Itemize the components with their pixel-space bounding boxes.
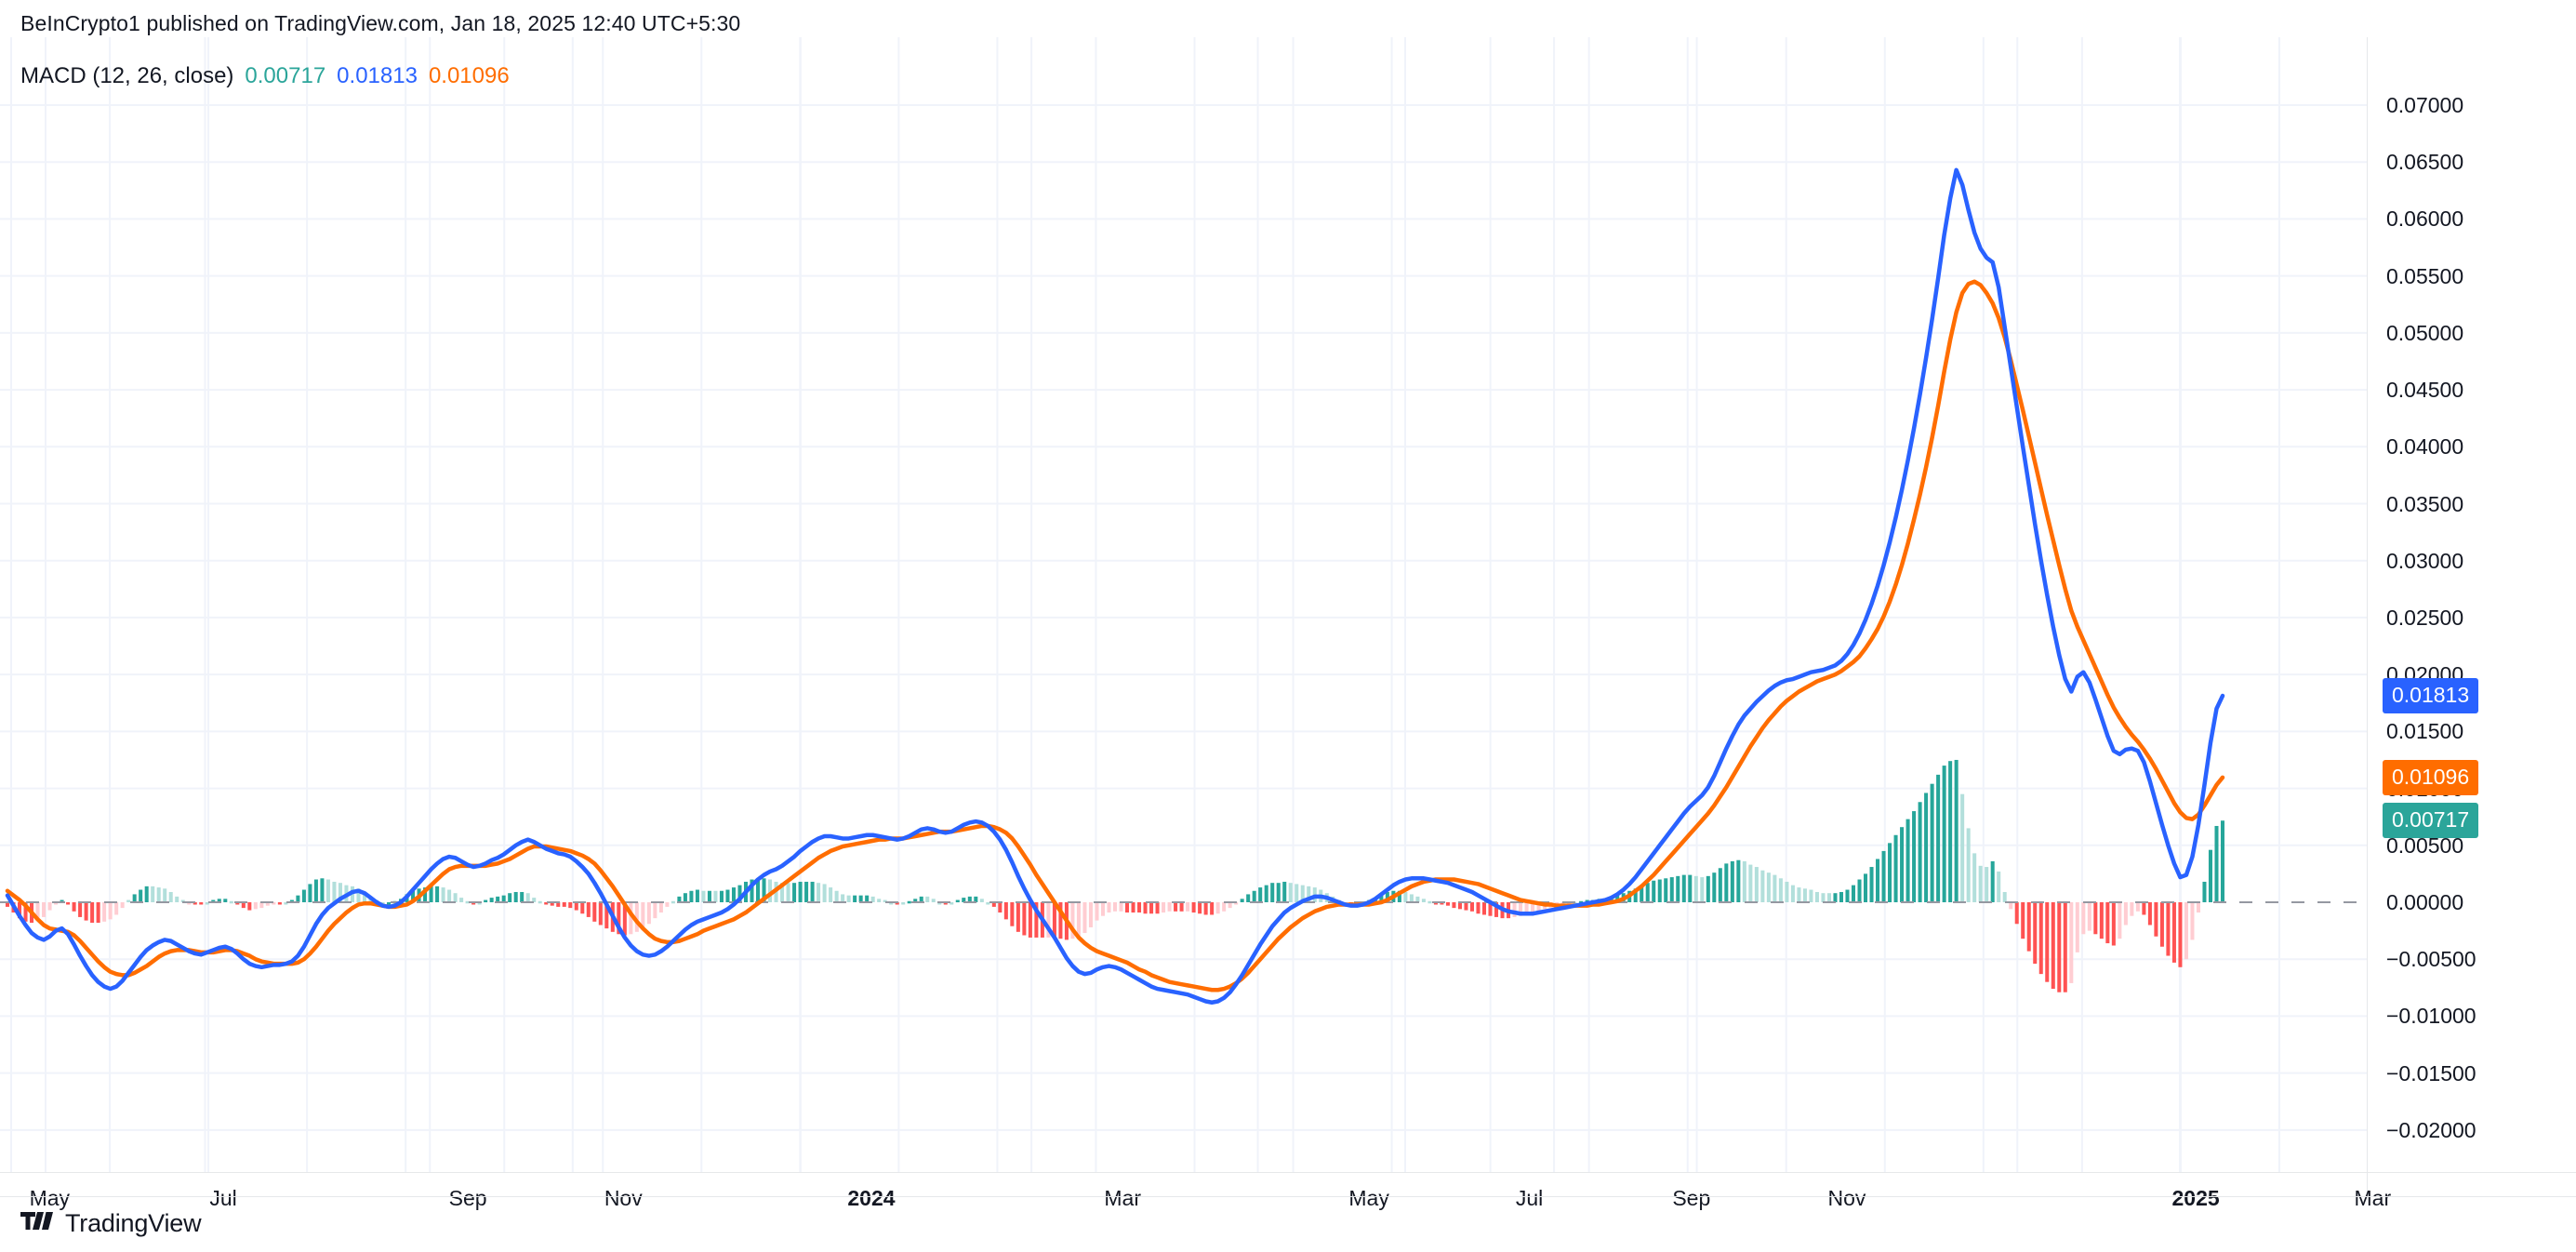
time-tick: Sep (1672, 1186, 1711, 1210)
legend-macd-value: 0.01813 (337, 63, 418, 88)
price-tick: 0.07000 (2386, 93, 2464, 117)
chart-frame: MACD (12, 26, close) 0.00717 0.01813 0.0109… (0, 37, 2576, 1209)
attribution-text: BeInCrypto1 published on TradingView.com… (20, 11, 741, 35)
footer-brand: TradingView (65, 1209, 202, 1237)
horizontal-gridlines (0, 104, 2367, 1131)
price-tick: 0.05000 (2386, 320, 2464, 345)
macd-plot-svg (0, 37, 2367, 1172)
indicator-legend[interactable]: MACD (12, 26, close) 0.00717 0.01813 0.0109… (20, 63, 510, 89)
time-axis[interactable]: May Jul Sep Nov 2024 Mar May Jul Sep Nov 2025 Mar (0, 1172, 2576, 1233)
legend-hist-value: 0.00717 (245, 63, 326, 88)
time-tick: Sep (448, 1186, 487, 1210)
legend-signal-value: 0.01096 (428, 63, 510, 88)
axis-separator (0, 1196, 2576, 1197)
price-tick: 0.04000 (2386, 434, 2464, 460)
price-tick: −0.01000 (2386, 1004, 2476, 1029)
tradingview-logo-icon (20, 1212, 53, 1230)
price-tick: 0.03000 (2386, 548, 2464, 573)
price-tick: 0.06000 (2386, 206, 2464, 232)
time-tick: May (1348, 1186, 1389, 1210)
time-tick: 2024 (847, 1186, 896, 1210)
price-tick: 0.01500 (2386, 719, 2464, 744)
time-tick: Jul (209, 1186, 237, 1210)
price-tick: −0.02000 (2386, 1117, 2476, 1142)
price-tick: 0.04500 (2386, 378, 2464, 403)
time-tick: Mar (2354, 1186, 2392, 1210)
plot-area[interactable]: MACD (12, 26, close) 0.00717 0.01813 0.0109… (0, 37, 2367, 1172)
time-tick: Mar (1104, 1186, 1142, 1210)
price-tick: 0.00000 (2386, 890, 2464, 914)
price-tick: 0.02500 (2386, 605, 2464, 630)
price-tick: 0.06500 (2386, 150, 2464, 175)
footer: TradingView (20, 1209, 202, 1237)
price-axis[interactable]: 0.07000 0.06500 0.06000 0.05500 0.05000 0.045… (2367, 37, 2576, 1200)
vertical-gridlines (10, 37, 2280, 1172)
price-tick: 0.03500 (2386, 491, 2464, 516)
time-tick: May (29, 1186, 71, 1210)
macd-value-badge: 0.01813 (2383, 678, 2479, 714)
price-tick: 0.05500 (2386, 263, 2464, 288)
time-tick: 2025 (2171, 1186, 2220, 1210)
time-tick: Jul (1515, 1186, 1544, 1210)
time-tick: Nov (604, 1186, 643, 1210)
time-tick: Nov (1827, 1186, 1866, 1210)
price-tick: −0.01500 (2386, 1060, 2476, 1086)
signal-value-badge: 0.01096 (2383, 759, 2479, 795)
legend-title: MACD (12, 26, close) (20, 63, 234, 88)
hist-value-badge: 0.00717 (2383, 803, 2479, 839)
macd-line (5, 167, 2225, 1005)
price-tick: 0.00500 (2386, 832, 2464, 858)
price-tick: −0.00500 (2386, 947, 2476, 972)
